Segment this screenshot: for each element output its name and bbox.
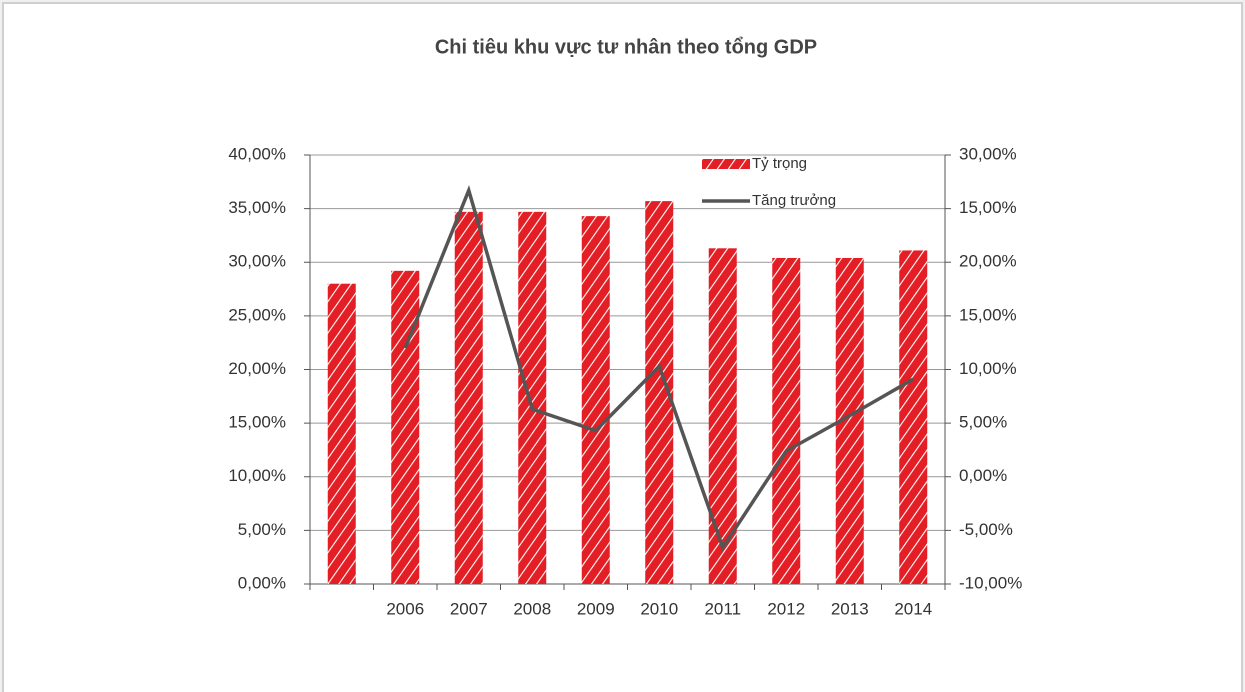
y-tick-label: 30,00% xyxy=(228,252,286,271)
x-tick-label: 2011 xyxy=(704,599,741,618)
legend-label: Tăng trưởng xyxy=(752,192,836,209)
bar xyxy=(454,211,483,584)
x-tick-label: 2013 xyxy=(831,599,869,618)
bar xyxy=(772,257,801,584)
x-tick-label: 2009 xyxy=(577,599,615,618)
line-series xyxy=(403,185,915,552)
y2-tick-label: 15,00% xyxy=(959,305,1017,324)
y2-tick-label: 30,00% xyxy=(959,144,1017,163)
y2-tick-label: 15,00% xyxy=(959,198,1017,217)
x-tick-label: 2007 xyxy=(450,599,488,618)
y2-tick-label: 20,00% xyxy=(959,252,1017,271)
y2-tick-label: 5,00% xyxy=(959,413,1007,432)
bar xyxy=(581,216,610,584)
y-tick-label: 0,00% xyxy=(238,573,286,592)
bar xyxy=(708,248,737,584)
x-tick-label: 2010 xyxy=(640,599,678,618)
y-tick-label: 10,00% xyxy=(228,466,286,485)
x-tick-label: 2012 xyxy=(767,599,805,618)
bar xyxy=(899,250,928,584)
chart-title: Chi tiêu khu vực tư nhân theo tổng GDP xyxy=(435,36,817,58)
y2-tick-label: -5,00% xyxy=(959,520,1013,539)
y-tick-label: 15,00% xyxy=(228,413,286,432)
y-tick-label: 35,00% xyxy=(228,198,286,217)
x-tick-label: 2008 xyxy=(513,599,551,618)
y-tick-label: 5,00% xyxy=(238,520,286,539)
y2-tick-label: 0,00% xyxy=(959,466,1007,485)
y2-tick-label: -10,00% xyxy=(959,573,1022,592)
x-tick-label: 2006 xyxy=(386,599,424,618)
bar xyxy=(327,283,356,584)
bar xyxy=(518,211,547,584)
x-tick-label: 2014 xyxy=(894,599,932,618)
y-tick-label: 25,00% xyxy=(228,305,286,324)
y-tick-label: 40,00% xyxy=(228,144,286,163)
legend-label: Tỷ trọng xyxy=(752,155,807,172)
bar xyxy=(391,270,420,584)
y2-tick-label: 10,00% xyxy=(959,359,1017,378)
legend-swatch xyxy=(702,159,750,169)
y-tick-label: 20,00% xyxy=(228,359,286,378)
